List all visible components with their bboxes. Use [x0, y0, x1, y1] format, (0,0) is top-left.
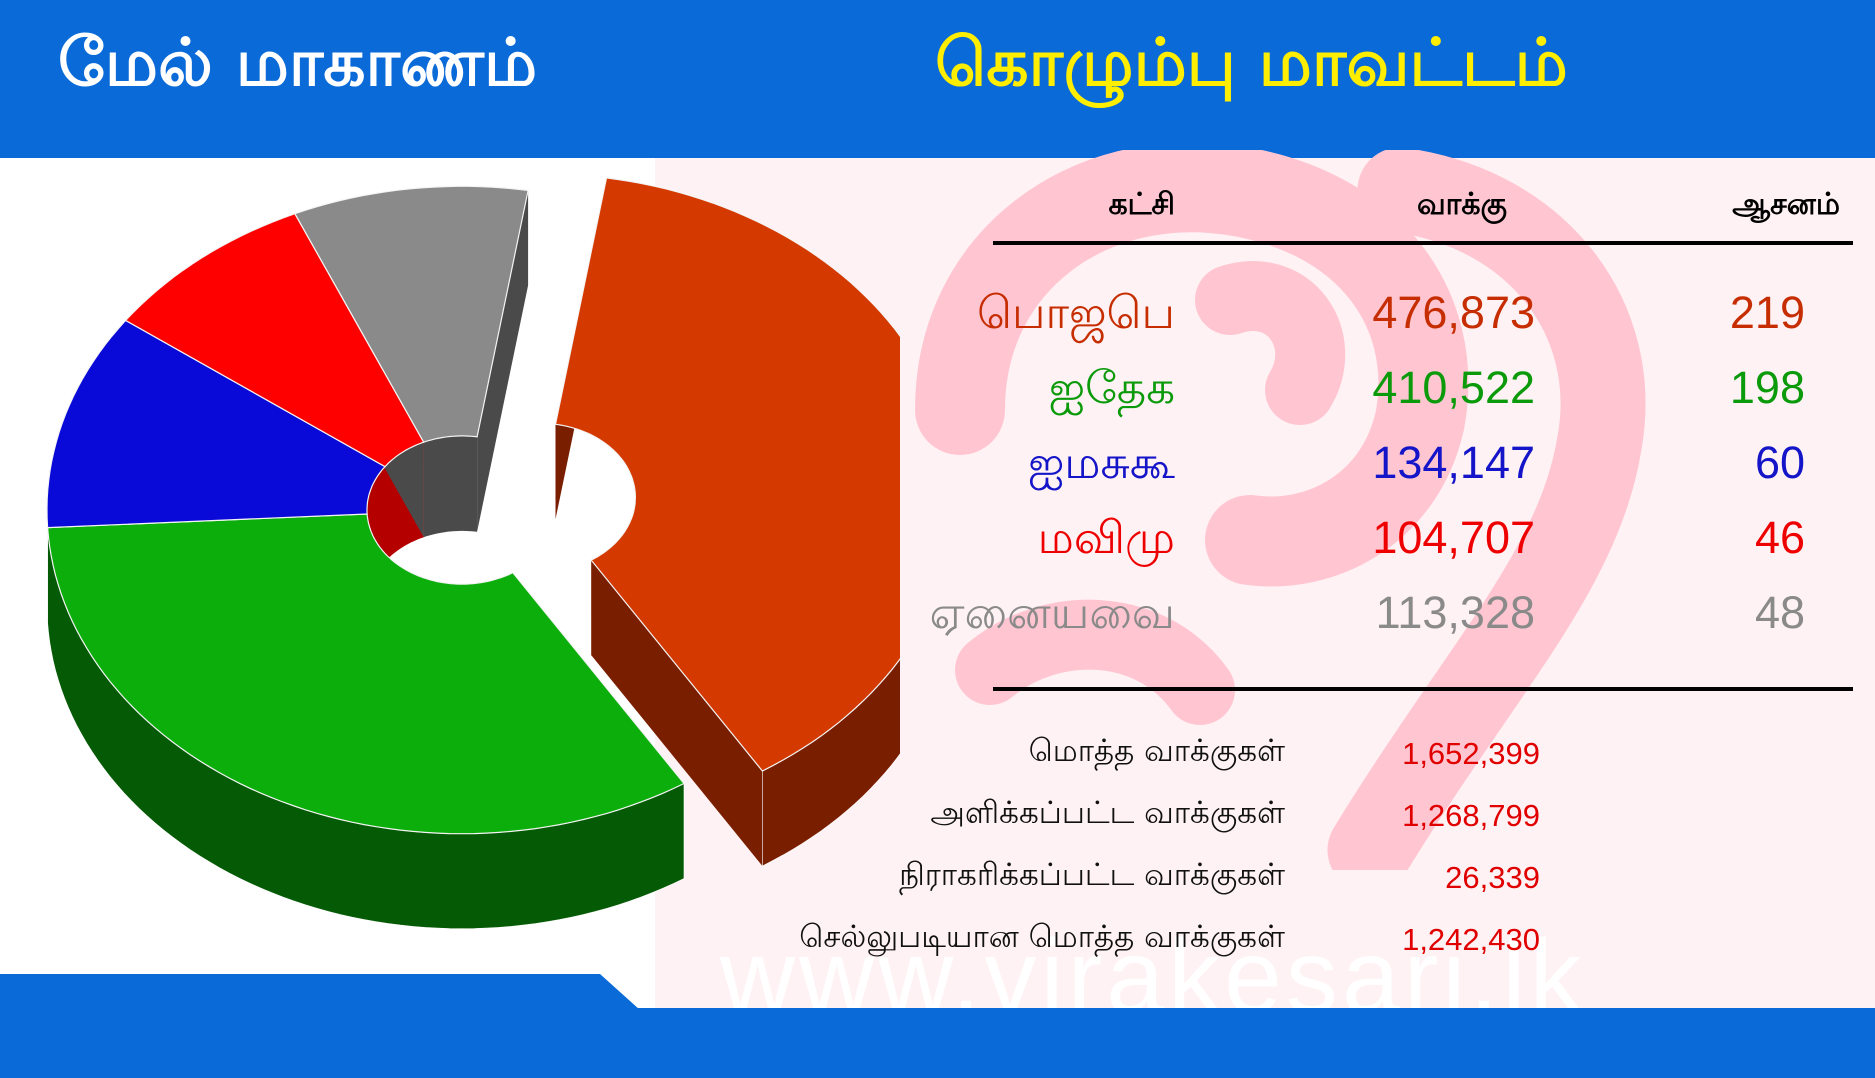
summary-label: மொத்த வாக்குகள்: [1028, 733, 1285, 769]
donut-inner-wall: [423, 435, 478, 538]
table-bottom-rule: [993, 687, 1853, 691]
party-name: மவிமு: [1037, 511, 1175, 564]
donut-cut-face: [591, 560, 763, 866]
party-name: ஏனையவை: [929, 586, 1175, 639]
party-votes: 113,328: [1375, 587, 1535, 638]
title-bar: மேல் மாகாணம் கொழும்பு மாவட்டம்: [0, 0, 1875, 158]
party-seats: 198: [1729, 362, 1805, 413]
summary-label: அளிக்கப்பட்ட வாக்குகள்: [930, 795, 1285, 831]
party-votes: 476,873: [1372, 287, 1535, 338]
party-name: ஐமசுகூ: [1028, 436, 1175, 489]
party-seats: 48: [1754, 587, 1805, 638]
pie-chart: [46, 177, 900, 930]
party-seats: 46: [1754, 512, 1805, 563]
summary-label: செல்லுபடியான மொத்த வாக்குகள்: [799, 919, 1285, 955]
donut-outer-wall: [762, 658, 900, 867]
summary-label: நிராகரிக்கப்பட்ட வாக்குகள்: [899, 857, 1285, 893]
column-header-seats: ஆசனம்: [1732, 187, 1840, 222]
summary-value: 1,242,430: [1402, 922, 1540, 957]
district-title: கொழும்பு மாவட்டம்: [935, 24, 1568, 101]
footer-tab: [0, 974, 640, 1010]
party-votes: 104,707: [1372, 512, 1535, 563]
summary-value: 1,268,799: [1402, 798, 1540, 833]
pie-slice: [294, 185, 529, 443]
party-votes: 410,522: [1372, 362, 1535, 413]
watermark-logo-glyph: [915, 150, 1646, 870]
summary-value: 26,339: [1445, 860, 1540, 895]
party-name: ஐதேக: [1048, 361, 1175, 414]
party-seats: 219: [1729, 287, 1805, 338]
party-seats: 60: [1754, 437, 1805, 488]
province-title: மேல் மாகாணம்: [58, 24, 538, 101]
donut-cut-face: [477, 190, 529, 532]
party-votes: 134,147: [1372, 437, 1535, 488]
column-header-party: கட்சி: [1108, 187, 1175, 222]
party-name: பொஜபெ: [976, 286, 1175, 339]
column-header-votes: வாக்கு: [1416, 187, 1507, 222]
summary-value: 1,652,399: [1402, 736, 1540, 771]
footer-bar: [0, 1008, 1875, 1078]
pie-slice: [554, 177, 900, 772]
table-top-rule: [993, 241, 1853, 245]
